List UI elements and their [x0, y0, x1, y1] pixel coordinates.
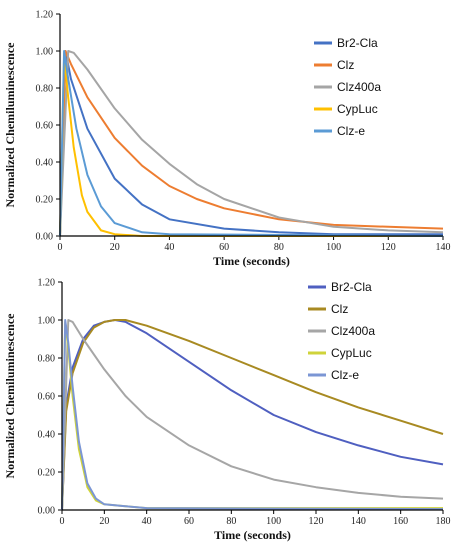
legend-label: Clz	[337, 58, 354, 72]
x-tick-label: 40	[164, 242, 174, 253]
y-axis-title: Normalized Chemiluminescence	[3, 42, 17, 208]
y-tick-label: 0.80	[38, 354, 56, 365]
x-tick-label: 60	[184, 516, 194, 527]
series-line-clz-e	[59, 50, 444, 237]
y-tick-label: 0.40	[36, 158, 54, 169]
x-tick-label: 120	[381, 242, 396, 253]
y-tick-label: 0.60	[36, 121, 54, 132]
y-tick-label: 0.00	[36, 232, 54, 243]
x-tick-label: 140	[436, 242, 451, 253]
x-tick-label: 160	[393, 516, 408, 527]
chart-top: 0.00 0.20 0.40 0.60 0.80 1.00 1.20 0 20 40 60 80 100…	[3, 10, 451, 269]
y-tick-label: 1.00	[36, 47, 54, 58]
series-line-clz	[61, 319, 444, 511]
legend-label: Clz	[331, 302, 348, 316]
x-tick-label: 140	[351, 516, 366, 527]
legend-label: Clz400a	[331, 324, 375, 338]
legend-label: Br2-Cla	[337, 36, 378, 50]
x-tick-label: 180	[436, 516, 451, 527]
y-tick-label: 0.00	[38, 506, 56, 517]
legend-label: Clz400a	[337, 80, 381, 94]
y-tick-label: 0.20	[36, 195, 54, 206]
series-line-clz400a	[61, 319, 444, 511]
x-tick-label: 20	[99, 516, 109, 527]
legend-label: Clz-e	[337, 124, 365, 138]
x-tick-label: 0	[58, 242, 63, 253]
series-line-cypluc	[59, 55, 443, 237]
y-tick-label: 0.60	[38, 392, 56, 403]
series-line-br2-cla	[61, 319, 444, 511]
x-tick-label: 80	[274, 242, 284, 253]
y-tick-label: 0.80	[36, 84, 54, 95]
y-axis-title: Normalized Chemiluminescence	[3, 313, 17, 479]
x-axis-title: Time (seconds)	[214, 528, 291, 542]
series-line-clz	[59, 50, 444, 237]
x-tick-label: 100	[326, 242, 341, 253]
x-tick-label: 20	[110, 242, 120, 253]
y-tick-label: 1.20	[38, 278, 56, 289]
series-line-br2-cla	[59, 50, 443, 237]
x-tick-label: 100	[266, 516, 281, 527]
x-tick-label: 120	[309, 516, 324, 527]
x-tick-label: 40	[142, 516, 152, 527]
x-tick-label: 60	[219, 242, 229, 253]
chart-bottom: 0.00 0.20 0.40 0.60 0.80 1.00 1.20 0 20 40 60 80 100…	[3, 278, 451, 543]
series-line-clz-e	[61, 319, 444, 511]
legend-label: Br2-Cla	[331, 280, 372, 294]
y-tick-label: 0.20	[38, 468, 56, 479]
x-tick-label: 0	[60, 516, 65, 527]
y-tick-label: 1.20	[36, 10, 54, 21]
y-tick-label: 1.00	[38, 316, 56, 327]
x-axis-title: Time (seconds)	[213, 254, 290, 268]
legend-label: Clz-e	[331, 368, 359, 382]
series-line-clz400a	[59, 50, 444, 237]
legend-label: CypLuc	[337, 102, 378, 116]
x-tick-label: 80	[226, 516, 236, 527]
y-tick-label: 0.40	[38, 430, 56, 441]
legend-label: CypLuc	[331, 346, 372, 360]
